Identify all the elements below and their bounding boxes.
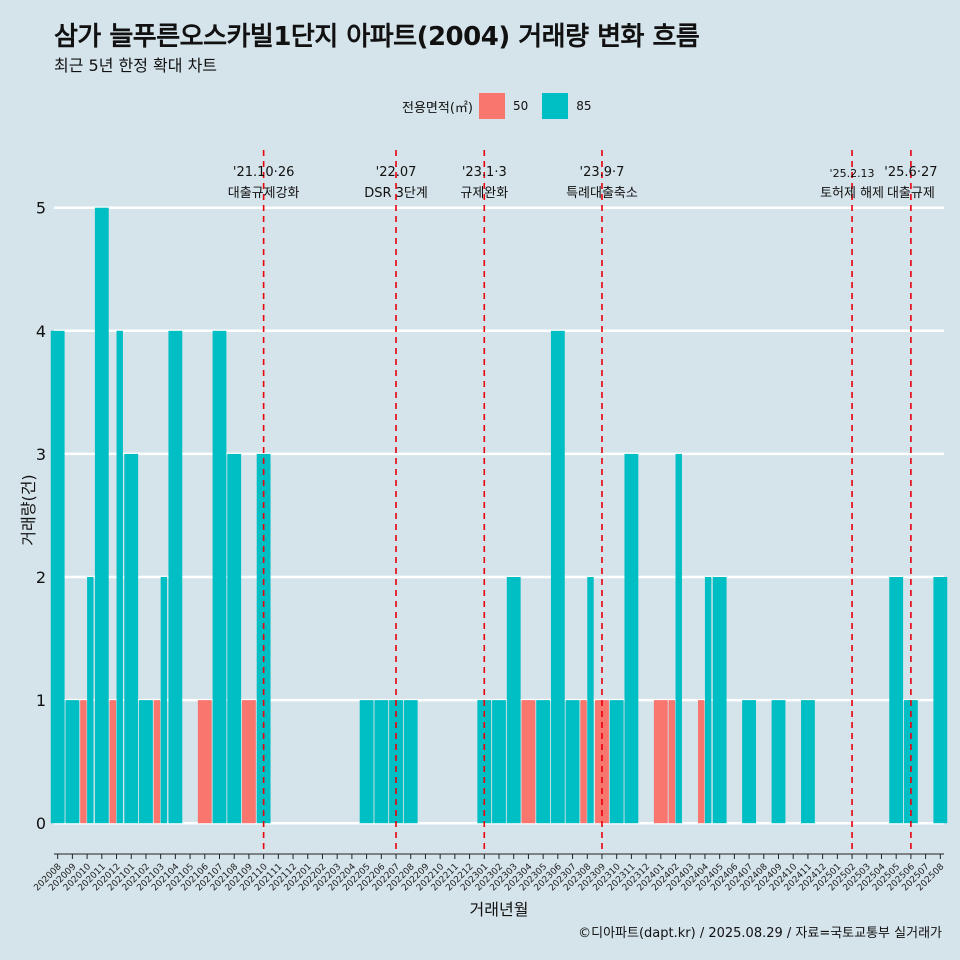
bar-85-202311 xyxy=(624,453,639,824)
bar-85-202404 xyxy=(704,577,712,824)
bar-85-202008 xyxy=(50,330,65,824)
y-tick-label: 3 xyxy=(36,445,46,464)
y-tick-label: 1 xyxy=(36,691,46,710)
legend-label-50: 50 xyxy=(512,99,529,113)
bar-85-202402 xyxy=(675,453,682,824)
bar-85-202205 xyxy=(359,700,374,824)
bar-50-202106 xyxy=(197,700,212,824)
bar-85-202405 xyxy=(712,577,727,824)
bar-50-202103 xyxy=(153,700,161,824)
bar-85-202310 xyxy=(609,700,624,824)
x-axis-title: 거래년월 xyxy=(470,900,529,919)
bar-85-202301 xyxy=(477,700,492,824)
y-tick-label: 2 xyxy=(36,568,46,587)
bar-85-202010 xyxy=(87,577,94,824)
event-desc-label: 특례대출축소 xyxy=(566,186,638,201)
legend-title: 전용면적(㎡) xyxy=(402,100,473,116)
event-desc-label: 대출규제강화 xyxy=(228,186,300,201)
bar-85-202306 xyxy=(550,330,565,824)
bar-85-202307 xyxy=(565,700,580,824)
bar-85-202305 xyxy=(536,700,551,824)
event-desc-label: 규제완화 xyxy=(460,186,508,201)
y-tick-label: 0 xyxy=(36,814,46,833)
bar-85-202308 xyxy=(587,577,594,824)
bar-85-202104 xyxy=(168,330,183,824)
page-title: 삼가 늘푸른오스카빌1단지 아파트(2004) 거래량 변화 흐름 xyxy=(54,22,700,52)
event-desc-label: 토허제 해제 xyxy=(820,186,884,201)
bar-85-202302 xyxy=(492,700,506,824)
event-date-label: '23.9·7 xyxy=(580,165,625,180)
event-date-label: '21.10·26 xyxy=(233,165,294,180)
legend-label-85: 85 xyxy=(576,99,592,113)
page-subtitle: 최근 5년 한정 확대 차트 xyxy=(54,56,218,75)
bar-50-202401 xyxy=(653,700,668,824)
event-date-label: '23.1·3 xyxy=(462,165,507,180)
y-tick-label: 5 xyxy=(36,199,46,218)
legend: 전용면적(㎡) 50 85 xyxy=(402,92,606,120)
bar-50-202109 xyxy=(242,700,256,824)
bar-85-202208 xyxy=(403,700,418,824)
event-date-label: '25.6·27 xyxy=(884,165,937,180)
bar-85-202101 xyxy=(124,453,139,824)
bar-85-202103 xyxy=(160,577,168,824)
source-caption: ©디아파트(dapt.kr) / 2025.08.29 / 자료=국토교통부 실… xyxy=(578,926,942,941)
bar-85-202012 xyxy=(116,330,123,824)
bar-85-202206 xyxy=(374,700,389,824)
bar-85-202508 xyxy=(933,577,948,824)
bar-50-202404 xyxy=(698,700,705,824)
event-desc-label: 대출규제 xyxy=(887,186,935,201)
bar-85-202107 xyxy=(212,330,227,824)
bar-85-202505 xyxy=(889,577,904,824)
y-tick-label: 4 xyxy=(36,322,46,341)
y-axis-title: 거래량(건) xyxy=(19,474,38,545)
bar-50-202402 xyxy=(668,700,676,824)
bar-85-202108 xyxy=(227,453,242,824)
event-desc-label: DSR 3단계 xyxy=(364,186,428,201)
bar-85-202303 xyxy=(506,577,521,824)
legend-key-85 xyxy=(542,93,569,119)
bar-50-202010 xyxy=(80,700,87,824)
bar-85-202009 xyxy=(65,700,80,824)
bar-50-202309 xyxy=(595,700,609,824)
bar-50-202308 xyxy=(580,700,587,824)
bar-85-202102 xyxy=(139,700,153,824)
bar-85-202011 xyxy=(94,207,109,824)
bar-50-202304 xyxy=(521,700,536,824)
bar-50-202012 xyxy=(109,700,117,824)
bar-85-202409 xyxy=(771,700,786,824)
bar-85-202506 xyxy=(903,700,918,824)
bar-85-202407 xyxy=(742,700,756,824)
event-date-label: '22.07 xyxy=(376,165,417,180)
legend-key-50 xyxy=(478,93,505,119)
bar-85-202411 xyxy=(801,700,815,824)
bar-85-202207 xyxy=(389,700,403,824)
event-date-label: '25.2.13 xyxy=(830,167,875,180)
